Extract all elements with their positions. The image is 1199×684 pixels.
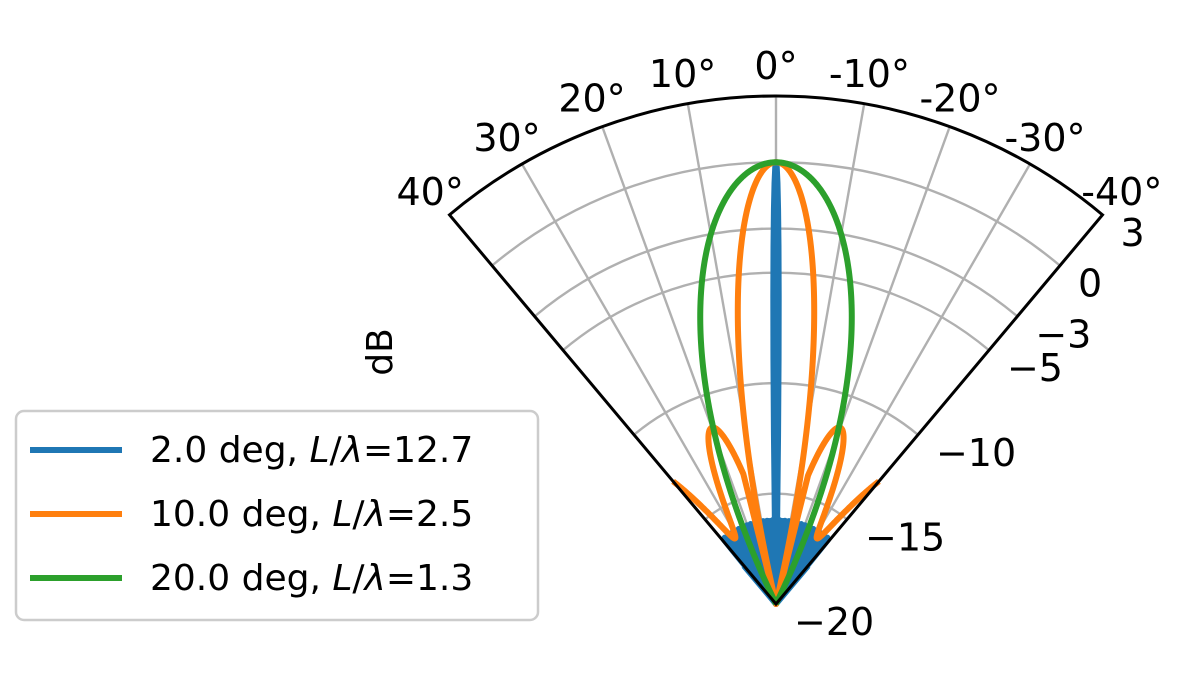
series-group (671, 159, 881, 607)
series-line-3 (697, 159, 855, 607)
r-tick-label: 0 (1078, 262, 1102, 306)
r-tick-label: −5 (1007, 346, 1063, 390)
theta-tick-labels: 40°30° 20° 10° 0° -10°-20°-30° -40° (397, 44, 1163, 214)
theta-tick-label: -20° (919, 76, 1000, 120)
r-axis-label: dB (360, 328, 401, 376)
legend-entry-1: 2.0 deg, L/λ=12.7 (150, 430, 473, 471)
polar-frame-outline (447, 94, 1105, 607)
theta-tick-label: -40° (1081, 170, 1162, 214)
theta-tick-label: 40° (397, 170, 464, 214)
legend: 2.0 deg, L/λ=12.7 10.0 deg, L/λ=2.5 20.0 d… (14, 409, 540, 622)
r-tick-label: −20 (794, 600, 874, 644)
theta-tick-label: 10° (649, 52, 716, 96)
r-tick-labels: −20 −15 −10 −5−3 03 (794, 211, 1145, 644)
theta-tick-label: 0° (754, 44, 797, 88)
r-tick-label: −10 (936, 431, 1016, 475)
r-tick-label: −3 (1035, 312, 1091, 356)
r-tick-label: 3 (1121, 211, 1145, 255)
legend-entry-2: 10.0 deg, L/λ=2.5 (150, 494, 473, 535)
theta-tick-label: -30° (1004, 116, 1085, 160)
theta-tick-label: 20° (558, 76, 625, 120)
r-tick-label: −15 (865, 515, 945, 559)
theta-tick-label: -10° (829, 52, 910, 96)
legend-box (14, 409, 540, 622)
theta-tick-label: 30° (473, 116, 540, 160)
legend-entry-3: 20.0 deg, L/λ=1.3 (150, 558, 473, 599)
polar-frame (447, 94, 1105, 607)
